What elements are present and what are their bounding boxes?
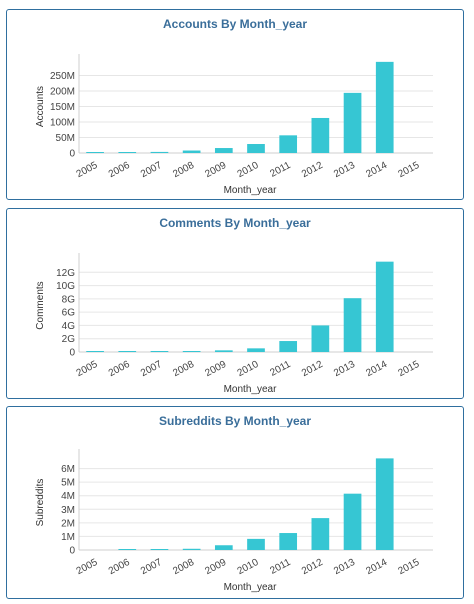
x-tick-label: 2011 (268, 160, 293, 180)
chart-title: Comments By Month_year (159, 216, 311, 230)
bar[interactable] (343, 493, 362, 550)
bar[interactable] (150, 151, 169, 153)
y-axis-label: Comments (35, 281, 46, 329)
bar[interactable] (375, 261, 394, 352)
y-tick-label: 0 (69, 546, 75, 557)
bar[interactable] (118, 152, 137, 153)
x-tick-label: 2013 (332, 359, 357, 379)
x-tick-label: 2010 (236, 160, 261, 180)
x-axis-label: Month_year (224, 384, 277, 395)
bar[interactable] (182, 351, 201, 352)
y-axis-label: Accounts (35, 86, 46, 127)
y-tick-label: 2G (62, 334, 76, 345)
y-tick-label: 6G (62, 308, 76, 319)
x-tick-label: 2005 (75, 160, 100, 180)
x-tick-label: 2012 (300, 160, 325, 180)
bar[interactable] (182, 150, 201, 153)
bar[interactable] (343, 92, 362, 153)
x-tick-label: 2014 (364, 557, 389, 577)
y-tick-label: 100M (50, 118, 75, 129)
x-tick-label: 2009 (203, 359, 228, 379)
bar[interactable] (247, 348, 265, 352)
chart-panel-accounts: Accounts By Month_year 0 50M 100M 150M 200M 2… (6, 9, 464, 200)
x-tick-label: 2008 (171, 359, 196, 379)
bar[interactable] (118, 351, 137, 352)
x-tick-label: 2010 (236, 359, 261, 379)
bar[interactable] (214, 148, 233, 153)
chart-title: Accounts By Month_year (162, 17, 308, 31)
chart-title: Subreddits By Month_year (158, 414, 312, 428)
x-axis-label: Month_year (224, 185, 277, 196)
x-tick-label: 2011 (268, 359, 293, 379)
x-tick-label: 2008 (171, 160, 196, 180)
x-tick-label: 2015 (397, 557, 422, 577)
bar[interactable] (279, 341, 298, 352)
x-tick-label: 2006 (107, 359, 132, 379)
bar[interactable] (247, 144, 265, 153)
bar[interactable] (311, 518, 330, 550)
y-tick-label: 8G (62, 294, 76, 305)
y-tick-label: 0 (69, 348, 75, 359)
y-tick-label: 3M (61, 505, 75, 516)
y-tick-label: 10G (56, 281, 75, 292)
y-tick-label: 6M (61, 464, 75, 475)
y-tick-label: 250M (50, 71, 75, 82)
x-tick-label: 2014 (364, 160, 389, 180)
x-tick-label: 2009 (203, 557, 228, 577)
x-tick-label: 2007 (139, 557, 164, 577)
x-tick-label: 2012 (300, 359, 325, 379)
x-tick-label: 2005 (75, 359, 100, 379)
bar[interactable] (118, 549, 137, 550)
y-tick-label: 2M (61, 518, 75, 529)
bar[interactable] (150, 549, 169, 550)
bar[interactable] (150, 351, 169, 352)
x-tick-label: 2008 (171, 557, 196, 577)
y-tick-label: 5M (61, 478, 75, 489)
bar[interactable] (375, 458, 394, 550)
chart-panel-comments: Comments By Month_year 0 2G 4G 6G 8G 10G 12G 20… (6, 208, 464, 399)
bar[interactable] (86, 351, 104, 352)
y-tick-label: 4M (61, 491, 75, 502)
bar[interactable] (247, 538, 265, 550)
bar[interactable] (279, 533, 298, 550)
x-tick-label: 2009 (203, 160, 228, 180)
y-axis-label: Subreddits (35, 479, 46, 527)
y-tick-label: 12G (56, 268, 75, 279)
comments-bar-chart: 0 2G 4G 6G 8G 10G 12G 2005 2006 2007 2008 2009 2010 2… (35, 253, 433, 395)
x-tick-label: 2015 (397, 359, 422, 379)
y-tick-label: 150M (50, 102, 75, 113)
x-axis-label: Month_year (224, 582, 277, 593)
subreddits-bar-chart: 0 1M 2M 3M 4M 5M 6M 2005 2006 2007 2008 2009 2010 201… (35, 449, 433, 593)
bar[interactable] (182, 548, 201, 550)
bar[interactable] (311, 117, 330, 153)
y-tick-label: 50M (56, 133, 75, 144)
bar[interactable] (214, 545, 233, 550)
x-tick-label: 2007 (139, 160, 164, 180)
y-tick-label: 1M (61, 532, 75, 543)
y-tick-label: 4G (62, 321, 76, 332)
x-tick-label: 2012 (300, 557, 325, 577)
x-tick-label: 2005 (75, 557, 100, 577)
bar[interactable] (214, 350, 233, 352)
x-tick-label: 2011 (268, 557, 293, 577)
y-tick-label: 0 (69, 149, 75, 160)
y-tick-label: 200M (50, 87, 75, 98)
x-tick-label: 2006 (107, 557, 132, 577)
x-tick-label: 2013 (332, 160, 357, 180)
accounts-bar-chart: 0 50M 100M 150M 200M 250M 2005 2006 2007 2008 2009… (35, 54, 433, 196)
x-tick-label: 2010 (236, 557, 261, 577)
x-tick-label: 2014 (364, 359, 389, 379)
bar[interactable] (311, 325, 330, 352)
chart-panel-subreddits: Subreddits By Month_year 0 1M 2M 3M 4M 5M 6M 20… (6, 406, 464, 599)
bar[interactable] (86, 152, 104, 153)
x-tick-label: 2013 (332, 557, 357, 577)
bar[interactable] (279, 135, 298, 153)
bar[interactable] (375, 61, 394, 153)
bar[interactable] (343, 298, 362, 352)
x-tick-label: 2007 (139, 359, 164, 379)
x-tick-label: 2015 (397, 160, 422, 180)
x-tick-label: 2006 (107, 160, 132, 180)
